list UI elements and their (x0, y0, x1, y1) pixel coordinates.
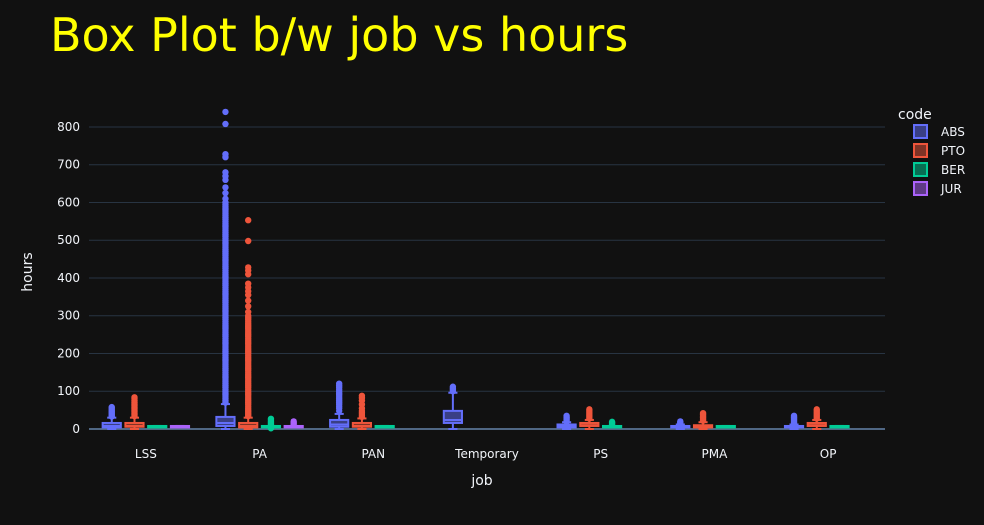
outlier-point (222, 184, 229, 191)
y-axis-ticks: 0 100 200 300 400 500 600 700 800 (57, 120, 80, 436)
outlier-point (608, 418, 616, 426)
legend-swatch (913, 181, 928, 196)
outlier-point (335, 380, 343, 387)
legend-item-ber[interactable]: BER (913, 162, 965, 177)
y-tick-label: 300 (57, 309, 80, 323)
legend-label: PTO (941, 144, 965, 158)
outlier-point (677, 418, 684, 425)
outlier-point (563, 412, 570, 419)
outlier-point (108, 403, 115, 411)
box-ber-pma[interactable] (715, 424, 736, 429)
box-jur-pa[interactable] (283, 418, 304, 429)
outlier-point (245, 297, 252, 304)
legend-item-abs[interactable]: ABS (913, 124, 965, 139)
box-ber-op[interactable] (829, 424, 850, 429)
outlier-point (245, 264, 252, 271)
box-pto-pan[interactable] (351, 392, 373, 430)
y-tick-label: 0 (72, 422, 80, 436)
iqr-box (442, 409, 463, 424)
box-pto-op[interactable] (806, 406, 827, 430)
y-tick-label: 700 (57, 158, 80, 172)
legend-item-pto[interactable]: PTO (913, 143, 965, 158)
y-tick-label: 200 (57, 346, 80, 360)
y-tick-label: 400 (57, 271, 80, 285)
outlier-point (245, 237, 252, 245)
x-tick-label: PA (252, 447, 267, 461)
outlier-point (245, 308, 252, 316)
legend-label: BER (941, 163, 965, 177)
box-pto-pma[interactable] (692, 409, 714, 430)
outlier-point (222, 120, 229, 128)
legend-item-jur[interactable]: JUR (913, 181, 962, 196)
box-ber-lss[interactable] (147, 424, 168, 429)
box-ber-pa[interactable] (260, 415, 282, 432)
outlier-point (790, 412, 798, 419)
outlier-point (222, 195, 229, 202)
x-tick-label: PAN (361, 447, 385, 461)
x-tick-label: PS (593, 447, 608, 461)
legend-swatch (913, 124, 928, 139)
legend-swatch (913, 162, 928, 177)
outlier-point (222, 169, 229, 176)
chart-title: Box Plot b/w job vs hours (50, 8, 628, 62)
x-tick-label: OP (820, 447, 837, 461)
legend[interactable]: code ABS PTO BER JUR (898, 107, 965, 196)
outlier-point (222, 150, 229, 158)
outlier-point (222, 108, 229, 116)
iqr-box (215, 415, 236, 427)
outlier-point (586, 406, 593, 413)
y-tick-label: 800 (57, 120, 80, 134)
x-tick-label: PMA (702, 447, 729, 461)
legend-title: code (898, 107, 932, 123)
outlier-point (813, 406, 820, 413)
outlier-point (222, 189, 229, 197)
box-jur-lss[interactable] (169, 424, 191, 429)
outlier-point (699, 409, 707, 417)
y-axis-label: hours (20, 252, 36, 291)
box-abs-ps[interactable] (556, 412, 577, 430)
box-abs-temporary[interactable] (442, 383, 463, 430)
outlier-point (245, 280, 252, 287)
box-abs-pan[interactable] (329, 380, 350, 430)
x-tick-label: Temporary (454, 447, 519, 461)
outlier-point (449, 383, 457, 390)
outlier-point (245, 217, 252, 224)
legend-label: JUR (940, 182, 962, 196)
box-ber-pan[interactable] (374, 424, 395, 429)
iqr-box (329, 418, 350, 428)
box-pto-lss[interactable] (124, 394, 145, 430)
outlier-point (245, 303, 252, 310)
y-tick-label: 100 (57, 384, 80, 398)
outlier-point (131, 394, 138, 401)
outlier-point (290, 418, 297, 425)
legend-label: ABS (941, 125, 965, 139)
legend-swatch (913, 143, 928, 158)
box-pto-ps[interactable] (579, 406, 600, 430)
box-traces[interactable] (101, 108, 850, 432)
box-abs-op[interactable] (783, 412, 805, 430)
box-abs-lss[interactable] (101, 403, 122, 430)
box-abs-pma[interactable] (670, 418, 691, 430)
x-axis-label: job (470, 473, 492, 489)
box-pto-pa[interactable] (238, 217, 259, 430)
x-axis-ticks: LSS PA PAN Temporary PS PMA OP (135, 447, 837, 461)
outlier-point (358, 392, 366, 399)
y-tick-label: 600 (57, 195, 80, 209)
box-ber-ps[interactable] (601, 418, 623, 429)
box-abs-pa[interactable] (215, 108, 236, 430)
y-tick-label: 500 (57, 233, 80, 247)
x-tick-label: LSS (135, 447, 157, 461)
outlier-point (267, 415, 275, 423)
